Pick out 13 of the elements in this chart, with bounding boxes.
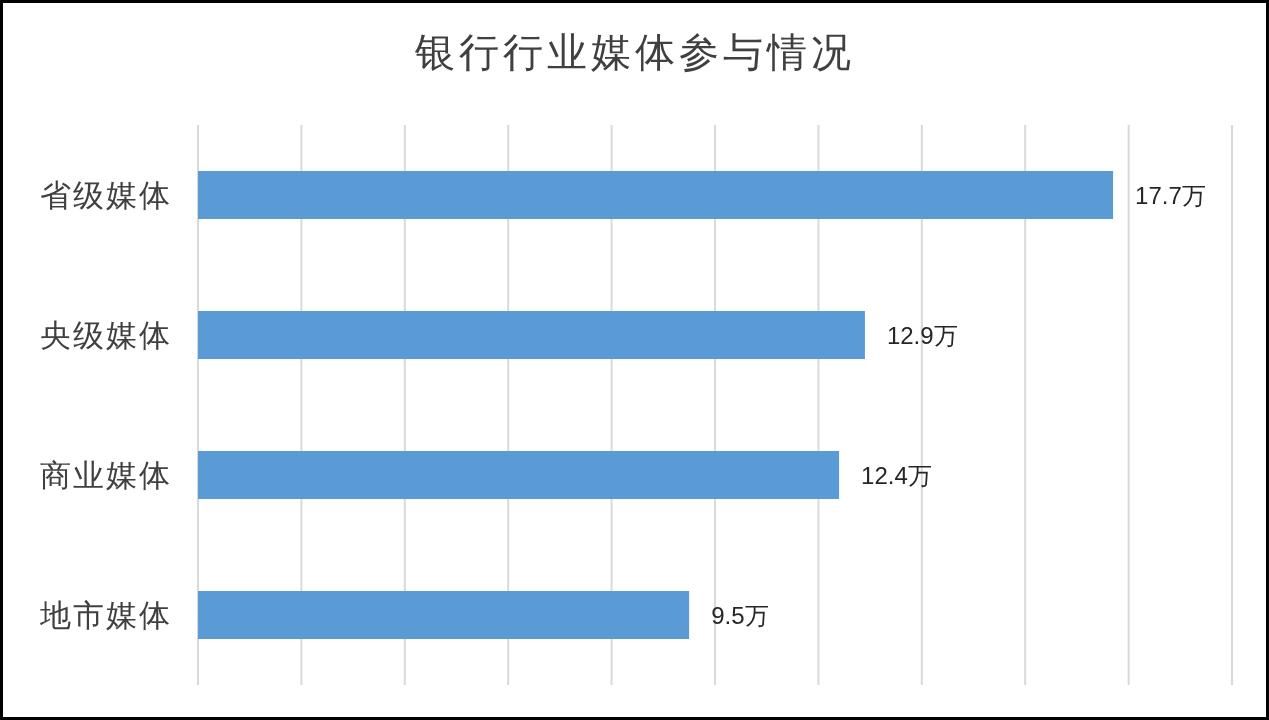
data-label: 12.9万 (886, 322, 958, 349)
bar (198, 311, 865, 359)
bar (198, 451, 840, 499)
data-label: 17.7万 (1135, 182, 1206, 209)
y-tick-label: 地市媒体 (39, 598, 172, 633)
bar (198, 591, 690, 639)
y-tick-label: 省级媒体 (40, 178, 172, 213)
y-tick-label: 商业媒体 (40, 458, 172, 493)
data-label: 12.4万 (861, 462, 932, 489)
chart-title: 银行行业媒体参与情况 (413, 30, 855, 74)
bar (198, 171, 1114, 219)
y-tick-label: 央级媒体 (40, 318, 172, 353)
data-label: 9.5万 (711, 602, 769, 629)
